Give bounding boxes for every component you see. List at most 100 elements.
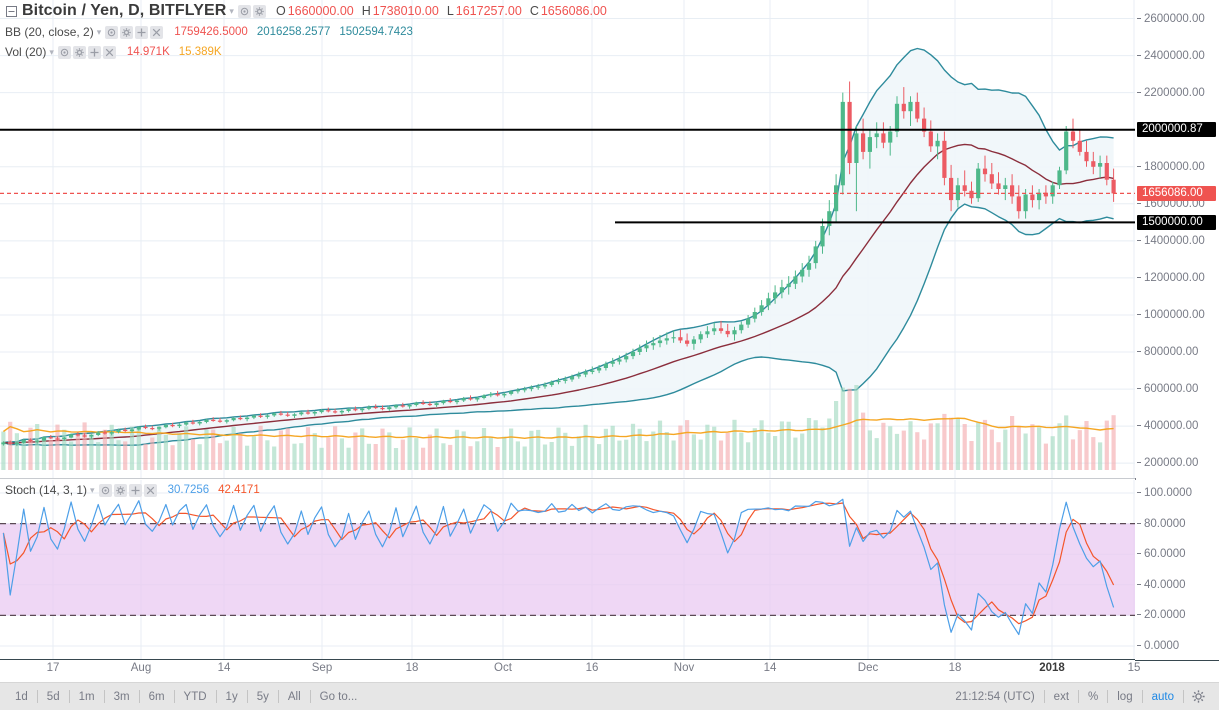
axis-tick-mark [1137,351,1141,352]
toolbar-separator [138,690,140,703]
stoch-value-d: 42.4171 [218,484,260,496]
range-button-5y[interactable]: 5y [256,690,269,703]
range-button-1y[interactable]: 1y [225,690,238,703]
stoch-axis-tick: 80.0000 [1135,517,1219,531]
stoch-axis-tick: 20.0000 [1135,608,1219,622]
price-axis-tick: 600000.00 [1135,382,1219,396]
toolbar-separator [277,690,279,703]
toolbar-right-group[interactable]: 21:12:54 (UTC) ext% log auto [946,684,1219,710]
price-axis-label: 200000.00 [1144,457,1199,470]
range-button-ytd[interactable]: YTD [183,690,207,703]
price-axis-label: 2600000.00 [1144,12,1205,25]
close-icon[interactable] [143,483,157,497]
stoch-study-name[interactable]: Stoch (14, 3, 1) [5,483,88,497]
stochastic-axis[interactable]: 100.0000 80.0000 60.0000 40.0000 20.0000 0.00… [1135,480,1219,659]
toolbar-toggle-log[interactable]: log [1117,690,1133,703]
price-axis-tick: 2200000.00 [1135,86,1219,100]
bottom-toolbar[interactable]: 1d 5d 1m 3m 6m YTD 1y 5y All Go to... 21:12:54 (U… [0,682,1219,710]
toolbar-separator [1183,690,1184,703]
price-axis-label: 800000.00 [1144,346,1199,358]
time-axis-label: Sep [311,662,333,674]
range-button-1d[interactable]: 1d [15,690,28,703]
axis-tick-mark [1137,645,1141,646]
time-axis-label: 2018 [1039,662,1065,674]
price-axis-label: 2200000.00 [1144,86,1205,99]
toolbar-separator [1107,690,1109,703]
move-icon[interactable] [128,483,142,497]
toolbar-separator [36,690,38,703]
axis-tick-mark [1137,388,1141,390]
time-axis-label: 16 [585,662,599,674]
toolbar-separator [1141,690,1143,703]
range-button-3m[interactable]: 3m [113,690,130,703]
price-axis-tick: 1400000.00 [1135,234,1219,248]
toolbar-separator [1078,690,1080,703]
stoch-axis-tick: 60.0000 [1135,547,1219,561]
price-level-tag[interactable]: 1500000.00 [1137,214,1216,230]
time-axis-label: 17 [46,662,60,674]
price-axis-tick: 800000.00 [1135,345,1219,359]
price-axis-label: 1400000.00 [1144,234,1205,247]
time-axis-label: 18 [405,662,419,674]
time-axis-label: Nov [673,662,695,674]
toolbar-toggle-ext[interactable]: ext [1053,690,1070,703]
axis-tick-mark [1137,54,1141,56]
axis-tick-mark [1137,276,1141,278]
stoch-axis-label: 60.0000 [1144,548,1186,561]
price-level-tag[interactable]: 2000000.87 [1137,122,1216,138]
price-axis-tick: 200000.00 [1135,456,1219,470]
axis-tick-mark [1137,462,1141,464]
price-axis-tick: 1000000.00 [1135,308,1219,322]
time-axis-label: Oct [494,662,512,674]
stoch-axis-label: 80.0000 [1144,517,1186,530]
stoch-axis-tick: 100.0000 [1135,486,1219,500]
eye-icon[interactable] [98,483,112,497]
axis-tick-mark [1137,202,1141,204]
gear-icon[interactable] [1184,690,1213,703]
axis-tick-mark [1137,553,1141,555]
time-axis-label: 18 [948,662,962,674]
toolbar-toggle-auto[interactable]: auto [1151,690,1174,703]
stochastic-chart-pane[interactable]: Stoch (14, 3, 1) ▾ 30.7256 42.4171 [0,480,1135,659]
range-button-1m[interactable]: 1m [78,690,95,703]
range-button-all[interactable]: All [287,690,301,703]
axis-tick-mark [1137,492,1141,493]
toolbar-toggle-percent[interactable]: % [1088,690,1099,703]
stoch-axis-tick: 40.0000 [1135,578,1219,592]
stoch-axis-label: 40.0000 [1144,578,1186,591]
stoch-caret-icon[interactable]: ▾ [90,484,95,495]
range-button-6m[interactable]: 6m [148,690,165,703]
stoch-value-k: 30.7256 [167,484,210,496]
axis-tick-mark [1137,165,1141,167]
time-axis-label: 14 [217,662,231,674]
price-axis-tick: 1800000.00 [1135,160,1219,174]
time-axis-label: Dec [857,662,879,674]
stoch-axis-tick: 0.0000 [1135,639,1219,653]
range-button-5d[interactable]: 5d [46,690,60,703]
price-axis[interactable]: 2600000.00 2400000.00 2200000.00 1800000.00… [1135,0,1219,478]
gear-icon[interactable] [113,483,127,497]
stochastic-chart-svg [0,480,1135,659]
price-chart-pane[interactable] [0,0,1135,478]
current-price-tag[interactable]: 1656086.00 [1137,185,1216,201]
toolbar-separator [103,690,105,703]
stoch-bottom-border [0,659,1135,660]
go-to-button[interactable]: Go to... [319,690,358,703]
stoch-axis-label: 100.0000 [1144,487,1192,499]
toolbar-separator [173,690,175,703]
price-axis-tick: 2600000.00 [1135,12,1219,26]
legend-row-stoch: Stoch (14, 3, 1) ▾ 30.7256 42.4171 [0,480,260,500]
time-axis[interactable]: 17 Aug 14 Sep 18 Oct 16 Nov 14 Dec 18 2018 15 [0,660,1140,682]
toolbar-separator [215,690,217,703]
toolbar-separator [246,690,248,703]
axis-tick-mark [1137,17,1141,19]
axis-tick-mark [1137,313,1141,315]
price-axis-label: 1800000.00 [1144,160,1205,173]
axis-tick-mark [1137,239,1141,241]
price-axis-label: 2400000.00 [1144,49,1205,62]
toolbar-separator [1043,690,1045,703]
time-axis-label: Aug [130,662,152,674]
price-axis-tick: 2400000.00 [1135,49,1219,63]
price-chart-svg [0,0,1135,478]
range-selector[interactable]: 1d 5d 1m 3m 6m YTD 1y 5y All Go to... [0,684,366,710]
